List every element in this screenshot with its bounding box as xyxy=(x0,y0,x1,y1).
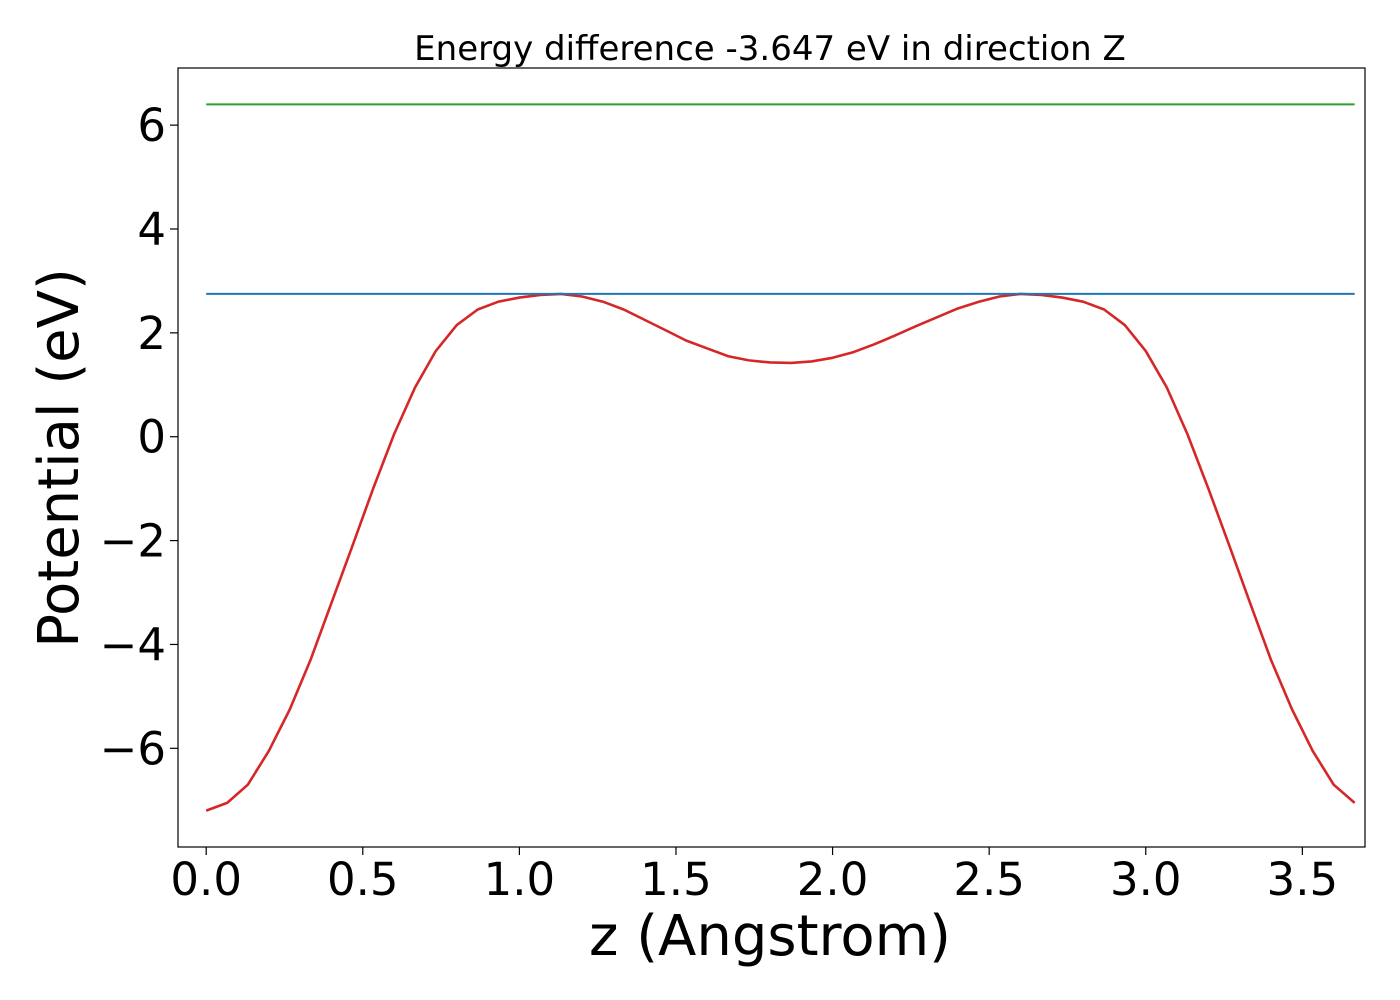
y-tick-label: 0 xyxy=(137,411,166,464)
y-tick-label: 6 xyxy=(137,99,166,152)
x-tick-label: 2.0 xyxy=(797,853,869,906)
chart-title: Energy difference -3.647 eV in direction… xyxy=(414,29,1126,69)
x-tick-label: 1.0 xyxy=(484,853,556,906)
x-tick-label: 0.5 xyxy=(327,853,399,906)
x-tick-label: 2.5 xyxy=(953,853,1025,906)
y-axis-ticks: −6 −4 −2 0 2 4 6 xyxy=(100,99,178,775)
x-tick-label: 3.0 xyxy=(1110,853,1182,906)
series-line-1 xyxy=(205,292,1356,812)
x-axis-label: z (Angstrom) xyxy=(589,904,951,969)
y-tick-label: −6 xyxy=(100,722,166,775)
x-tick-label: 0.0 xyxy=(170,853,242,906)
x-tick-label: 3.5 xyxy=(1267,853,1339,906)
x-tick-label: 1.5 xyxy=(640,853,712,906)
x-axis-ticks: 0.0 0.5 1.0 1.5 2.0 2.5 3.0 3.5 xyxy=(170,847,1338,906)
y-tick-label: −4 xyxy=(100,618,166,671)
y-tick-label: 4 xyxy=(137,203,166,256)
axes-frame xyxy=(177,67,1366,848)
plot-area xyxy=(205,103,1356,812)
y-tick-label: −2 xyxy=(100,515,166,568)
y-axis-label: Potential (eV) xyxy=(27,268,92,648)
y-tick-label: 2 xyxy=(137,307,166,360)
